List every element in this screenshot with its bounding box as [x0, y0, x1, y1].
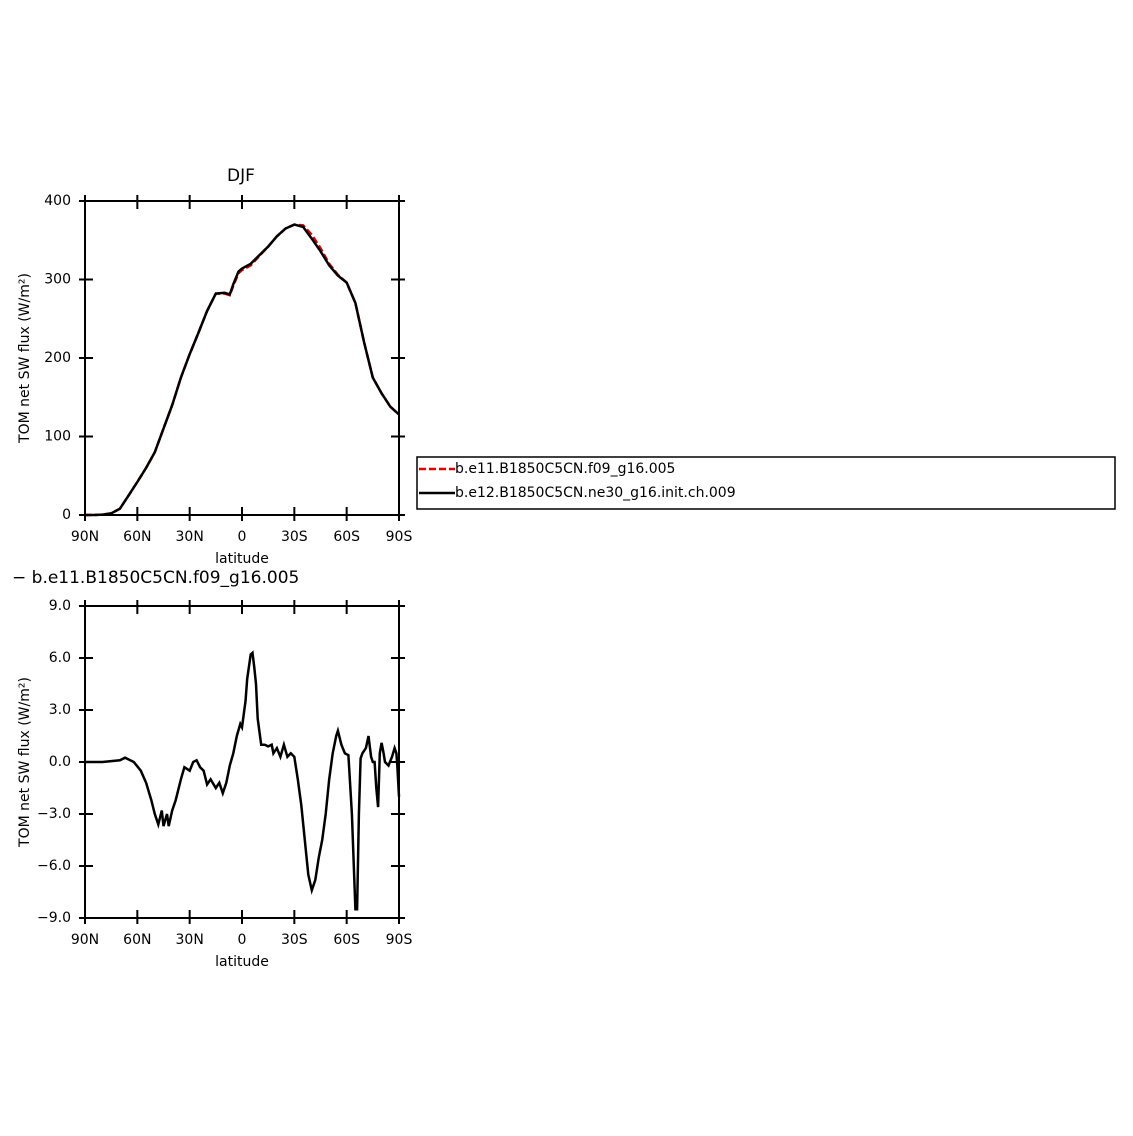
y-tick-label: 3.0	[49, 702, 71, 718]
y-tick-label: 9.0	[49, 598, 71, 614]
y-tick-label: 300	[44, 272, 71, 288]
x-tick-label: 90N	[71, 932, 99, 948]
chart-title: DJF	[227, 166, 255, 186]
y-tick-label: −9.0	[37, 910, 71, 926]
legend-box	[416, 456, 1116, 510]
x-tick-label: 90N	[71, 529, 99, 545]
y-tick-label: 0.0	[49, 754, 71, 770]
legend-label: b.e11.B1850C5CN.f09_g16.005	[455, 461, 675, 477]
x-tick-label: 90S	[386, 529, 413, 545]
chart-title: − b.e11.B1850C5CN.f09_g16.005	[12, 568, 299, 588]
x-tick-label: 30N	[176, 529, 204, 545]
y-tick-label: −6.0	[37, 858, 71, 874]
y-axis-label: TOM net SW flux (W/m²)	[17, 273, 33, 444]
y-tick-label: 6.0	[49, 650, 71, 666]
y-axis-label: TOM net SW flux (W/m²)	[17, 677, 33, 848]
x-tick-label: 60N	[123, 932, 151, 948]
x-tick-label: 0	[238, 529, 247, 545]
x-tick-label: 60N	[123, 529, 151, 545]
data-line	[85, 650, 401, 911]
x-tick-label: 90S	[386, 932, 413, 948]
data-line	[85, 223, 400, 517]
y-tick-label: 0	[62, 507, 71, 523]
x-tick-label: 0	[238, 932, 247, 948]
x-tick-label: 30S	[281, 529, 308, 545]
x-tick-label: 30S	[281, 932, 308, 948]
x-axis-label: latitude	[215, 551, 269, 567]
plot-frame	[84, 200, 400, 516]
y-tick-label: −3.0	[37, 806, 71, 822]
y-tick-label: 200	[44, 350, 71, 366]
x-tick-label: 60S	[333, 529, 360, 545]
y-tick-label: 100	[44, 429, 71, 445]
legend-label: b.e12.B1850C5CN.ne30_g16.init.ch.009	[455, 485, 736, 501]
x-tick-label: 30N	[176, 932, 204, 948]
x-tick-label: 60S	[333, 932, 360, 948]
y-tick-label: 400	[44, 193, 71, 209]
x-axis-label: latitude	[215, 954, 269, 970]
